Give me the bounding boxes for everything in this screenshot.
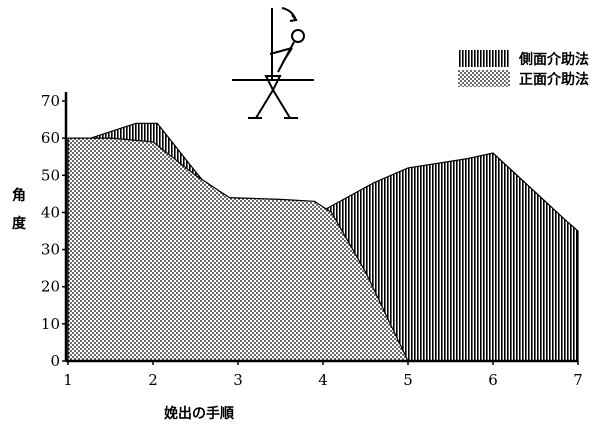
y-tick-label: 50 [41, 166, 60, 184]
legend: 側面介助法 正面介助法 [458, 50, 589, 88]
y-ticks: 0 10 20 30 40 50 60 70 [41, 92, 66, 370]
x-tick-label: 4 [318, 371, 328, 389]
x-ticks: 1 2 3 4 5 6 7 [63, 361, 583, 389]
y-tick-label: 0 [50, 352, 60, 370]
y-tick-label: 10 [41, 315, 60, 333]
x-tick-label: 7 [573, 371, 583, 389]
x-tick-label: 6 [488, 371, 498, 389]
x-tick-label: 2 [148, 371, 158, 389]
stick-figure-lifting-icon [232, 7, 314, 119]
y-tick-label: 20 [41, 278, 60, 296]
x-axis-label: 娩出の手順 [164, 405, 235, 422]
series-layer [67, 122, 579, 362]
y-tick-label: 30 [41, 241, 60, 259]
x-tick-label: 3 [233, 371, 243, 389]
y-tick-label: 70 [41, 92, 60, 110]
y-tick-label: 60 [41, 129, 60, 147]
legend-swatch-side [458, 50, 510, 67]
legend-label-side: 側面介助法 [518, 51, 589, 68]
legend-swatch-front [458, 70, 510, 87]
x-tick-label: 1 [63, 371, 73, 389]
y-tick-label: 40 [41, 203, 60, 221]
y-axis-label: 角度 [12, 187, 27, 232]
x-tick-label: 5 [403, 371, 413, 389]
legend-label-front: 正面介助法 [519, 71, 589, 88]
